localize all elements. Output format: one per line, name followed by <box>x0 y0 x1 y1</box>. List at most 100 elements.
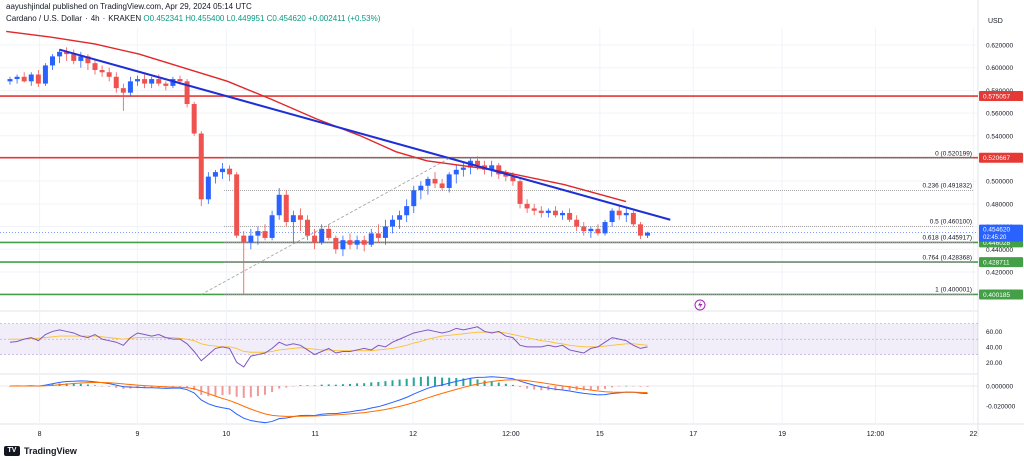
level-tag-label: 0.446028 <box>983 240 1010 247</box>
macd-histogram-bar <box>462 378 465 386</box>
ema-line <box>6 30 627 203</box>
macd-histogram-bar <box>143 386 146 389</box>
candle-body <box>227 168 233 175</box>
candle-body <box>460 167 466 170</box>
rsi-signal-line <box>10 331 648 353</box>
macd-histogram-bar <box>193 386 196 391</box>
macd-histogram-bar <box>434 376 437 386</box>
macd-histogram-bar <box>511 384 514 386</box>
macd-histogram-bar <box>313 385 316 387</box>
tradingview-logo[interactable]: TV TradingView <box>4 446 77 456</box>
x-tick-label: 10 <box>222 431 230 438</box>
rsi-tick-label: 60.00 <box>986 329 1003 336</box>
candle-body <box>7 79 13 82</box>
macd-histogram-bar <box>405 378 408 386</box>
fib-label: 0.236 (0.491832) <box>922 182 972 189</box>
price-axis[interactable]: 0.6200000.6000000.5800000.5600000.540000… <box>979 43 1023 411</box>
macd-histogram-bar <box>490 381 493 386</box>
macd-histogram-bar <box>625 385 628 387</box>
candle-body <box>92 63 98 70</box>
timeframe-label[interactable]: 4h <box>90 14 100 23</box>
macd-histogram-bar <box>533 386 536 390</box>
macd-histogram-bar <box>214 386 217 397</box>
candle-body <box>354 240 360 245</box>
candle-body <box>14 76 20 80</box>
macd-histogram-bar <box>221 386 224 396</box>
macd-histogram-bar <box>377 382 380 386</box>
publish-info: aayushjindal published on TradingView.co… <box>6 2 252 11</box>
candle-body <box>489 165 495 170</box>
macd-histogram-bar <box>278 386 281 389</box>
candle-body <box>42 65 48 84</box>
y-tick-label: 0.620000 <box>986 43 1013 50</box>
macd-histogram-bar <box>306 385 309 386</box>
macd-histogram-bar <box>79 383 82 386</box>
candle-body <box>404 206 410 216</box>
macd-histogram-bar <box>504 383 507 386</box>
macd-line <box>9 376 648 424</box>
candle-body <box>453 169 459 175</box>
macd-histogram-bar <box>582 386 585 391</box>
candle-body <box>297 215 303 220</box>
currency-label[interactable]: USD <box>988 18 1003 25</box>
x-tick-label: 12:00 <box>867 431 885 438</box>
ohlc-values: O0.452341 H0.455400 L0.449951 C0.454620 … <box>143 14 381 23</box>
fib-label: 0 (0.520199) <box>935 150 972 157</box>
level-tag-support-2 <box>979 257 1023 268</box>
candle-body <box>106 72 112 77</box>
candle-body <box>560 212 566 216</box>
candle-body <box>191 104 197 134</box>
macd-histogram-bar <box>186 386 189 388</box>
macd-histogram-bar <box>235 386 238 397</box>
countdown-label: 02:45:20 <box>983 235 1007 241</box>
macd-histogram-bar <box>320 384 323 386</box>
candle-body <box>64 51 70 55</box>
time-axis[interactable]: 8910111212:0015171912:0022242612:0029May… <box>38 431 1024 438</box>
macd-histogram-bar <box>469 378 472 386</box>
macd-histogram-bar <box>299 385 302 386</box>
candle-body <box>602 222 608 234</box>
macd-histogram-bar <box>327 384 330 386</box>
macd-histogram-bar <box>618 386 621 387</box>
macd-histogram-bar <box>285 386 288 388</box>
macd-signal-line <box>9 379 648 417</box>
candle-body <box>623 212 629 216</box>
candle-body <box>255 231 261 236</box>
x-tick-label: 15 <box>596 431 604 438</box>
symbol-name[interactable]: Cardano / U.S. Dollar <box>6 14 83 23</box>
candle-body <box>50 56 56 66</box>
candle-body <box>545 210 551 213</box>
macd-histogram-bar <box>171 386 174 388</box>
macd-histogram-bar <box>398 379 401 386</box>
candle-body <box>574 219 580 227</box>
macd-histogram-bar <box>426 376 429 386</box>
candle-body <box>439 183 445 188</box>
level-tag-label: 0.520667 <box>983 155 1010 162</box>
macd-histogram-bar <box>86 384 89 386</box>
macd-histogram-bar <box>476 379 479 386</box>
fib-label: 0.618 (0.445917) <box>922 235 972 242</box>
candle-body <box>368 233 374 245</box>
bearish-trend-line <box>59 48 671 221</box>
candle-body <box>71 54 77 61</box>
fib-label: 1 (0.400001) <box>935 287 972 294</box>
candle-body <box>276 194 282 216</box>
x-tick-label: 12 <box>409 431 417 438</box>
macd-histogram-bar <box>561 386 564 391</box>
macd-histogram-bar <box>632 386 635 387</box>
fib-levels: 0 (0.520199) 0.236 (0.491832) 0.5 (0.46010… <box>224 150 974 296</box>
candle-body <box>375 233 381 238</box>
level-tag-label: 0.575057 <box>983 94 1010 101</box>
overlay-lines <box>6 30 706 311</box>
candle-body <box>234 174 240 236</box>
candle-body <box>418 185 424 191</box>
x-tick-label: 11 <box>312 431 319 438</box>
fib-label: 0.5 (0.460100) <box>930 218 972 225</box>
macd-histogram-bar <box>115 386 118 388</box>
macd-histogram-bar <box>228 386 231 395</box>
macd-histogram-bar <box>441 377 444 386</box>
x-tick-label: 9 <box>135 431 139 438</box>
lightning-icon-glyph <box>698 301 703 309</box>
candle-body <box>21 76 27 82</box>
